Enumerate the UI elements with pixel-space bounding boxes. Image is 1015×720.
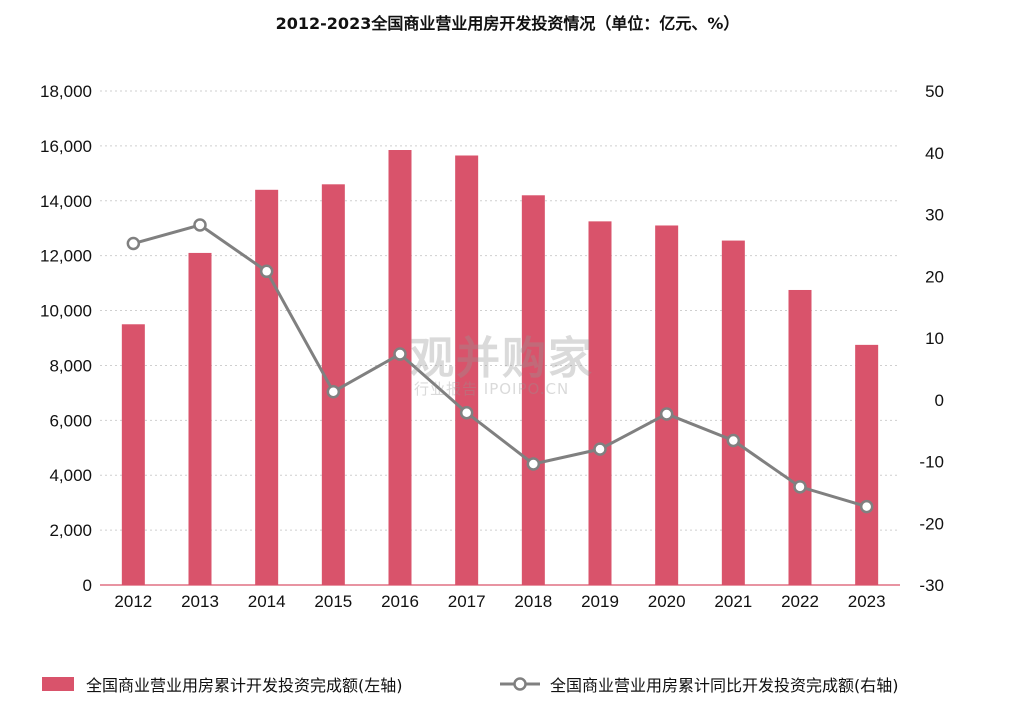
line-point [459,405,474,420]
grid-lines [100,90,900,531]
legend-line-swatch [500,677,540,691]
legend-bar-label: 全国商业营业用房累计开发投资完成额(左轴) [86,676,403,695]
y-left-tick-label: 18,000 [40,82,92,101]
y-right-tick-label: -30 [919,576,944,595]
y-left-tick-label: 2,000 [49,521,92,540]
line-point [793,480,807,494]
x-tick-label: 2018 [514,592,552,611]
line-point [526,457,541,471]
x-tick-label: 2017 [448,592,486,611]
bar [321,184,345,586]
y-left-tick-label: 10,000 [40,302,92,321]
line-point [193,218,207,232]
line-point [659,407,674,421]
x-tick-label: 2019 [581,592,619,611]
bar [788,289,812,585]
bar [255,189,279,586]
line-point [126,236,141,251]
y-left-tick-label: 12,000 [40,247,92,266]
x-tick-label: 2013 [181,592,219,611]
line-point [859,499,874,514]
y-left-tick-label: 16,000 [40,137,92,156]
y-right-tick-label: -10 [919,453,944,472]
bar [388,150,412,585]
legend-line-label: 全国商业营业用房累计同比开发投资完成额(右轴) [550,676,899,695]
legend-bar-swatch [42,677,74,691]
bar [655,225,679,585]
bar [588,221,612,585]
y-right-tick-label: 0 [935,391,944,410]
bar [521,195,545,586]
y-left-tick-label: 8,000 [49,356,92,375]
legend-item-bar: 全国商业营业用房累计开发投资完成额(左轴) [42,672,403,696]
legend-item-line: 全国商业营业用房累计同比开发投资完成额(右轴) [500,672,899,696]
y-right-tick-label: 10 [925,329,944,348]
y-right-tick-label: 50 [925,82,944,101]
y-left-tick-label: 6,000 [49,411,92,430]
bar [721,240,745,586]
y-left-tick-label: 14,000 [40,192,92,211]
x-tick-label: 2022 [781,592,819,611]
y-left-tick-label: 0 [83,576,92,595]
line-point [726,433,741,448]
y-right-tick-label: -20 [919,514,944,533]
watermark-logo: 观并购家 [410,333,594,384]
x-tick-label: 2023 [848,592,886,611]
watermark-text: 行业报告 IPOIPO.CN [414,380,570,398]
x-tick-label: 2012 [114,592,152,611]
x-tick-label: 2016 [381,592,419,611]
x-tick-label: 2021 [714,592,752,611]
y-left-tick-label: 4,000 [49,466,92,485]
y-right-tick-label: 40 [925,144,944,163]
bar [121,324,145,585]
line-point [259,264,274,279]
line-path [132,223,868,509]
chart-title: 2012-2023全国商业营业用房开发投资情况（单位：亿元、%） [275,14,740,33]
y-right-tick-label: 30 [925,206,944,225]
line-point [393,347,407,361]
bar [188,252,212,585]
line-series [126,218,874,514]
x-tick-label: 2014 [248,592,286,611]
bar-series [121,150,879,586]
line-point [326,384,341,399]
y-right-tick-label: 20 [925,267,944,286]
line-point [593,442,607,456]
x-tick-label: 2015 [314,592,352,611]
bar [455,155,479,585]
x-tick-label: 2020 [648,592,686,611]
axes: 0 2,000 4,000 6,000 8,000 10,000 12,000 14,000 1… [40,82,944,611]
bar [855,344,879,585]
